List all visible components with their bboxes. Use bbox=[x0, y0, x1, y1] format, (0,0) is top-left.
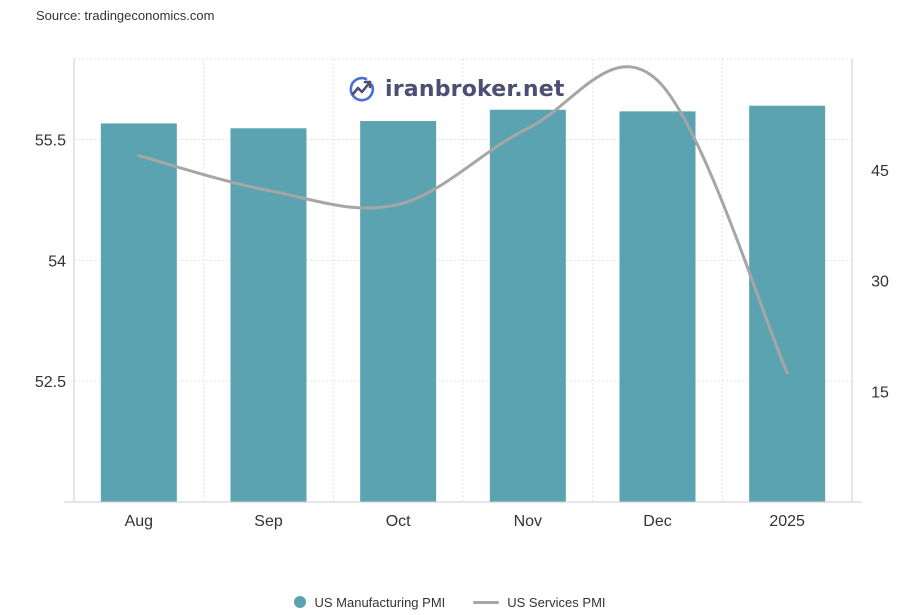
grid-lines bbox=[73, 58, 853, 502]
left-tick-label: 54 bbox=[48, 253, 66, 270]
chart-source: Source: tradingeconomics.com bbox=[36, 8, 215, 23]
right-tick-label: 15 bbox=[871, 384, 889, 401]
axes: 52.5 54 55.5 15 30 45 Aug Sep Oct Nov Dec 2025 bbox=[35, 59, 889, 530]
watermark-logo: iranbroker.net bbox=[347, 72, 565, 106]
trend-chart-icon bbox=[349, 76, 375, 102]
bar-nov bbox=[489, 109, 566, 502]
legend-item-manufacturing[interactable]: US Manufacturing PMI bbox=[294, 595, 445, 610]
x-tick-label: Dec bbox=[643, 513, 671, 530]
x-tick-label: 2025 bbox=[769, 513, 805, 530]
legend-label-services: US Services PMI bbox=[507, 594, 606, 610]
x-tick-label: Oct bbox=[386, 513, 411, 530]
left-tick-label: 52.5 bbox=[35, 374, 66, 391]
watermark-text: iranbroker.net bbox=[385, 76, 565, 102]
legend-line-icon bbox=[473, 600, 500, 604]
bar-oct bbox=[360, 121, 437, 503]
legend-item-services[interactable]: US Services PMI bbox=[473, 594, 606, 610]
bar-series bbox=[100, 105, 826, 503]
services-pmi-line bbox=[137, 65, 789, 375]
legend-label-manufacturing: US Manufacturing PMI bbox=[314, 594, 446, 610]
right-tick-label: 45 bbox=[871, 163, 889, 180]
left-tick-label: 55.5 bbox=[35, 133, 66, 150]
line-series bbox=[137, 65, 789, 375]
x-tick-label: Nov bbox=[514, 513, 542, 530]
legend: US Manufacturing PMI US Services PMI bbox=[0, 592, 900, 612]
legend-dot-icon bbox=[294, 596, 307, 608]
x-tick-label: Aug bbox=[125, 513, 153, 530]
chart-area: 52.5 54 55.5 15 30 45 Aug Sep Oct Nov Dec 2025 bbox=[35, 58, 889, 530]
bar-dec bbox=[619, 111, 696, 502]
right-tick-label: 30 bbox=[871, 274, 889, 291]
bar-aug bbox=[100, 123, 177, 502]
x-tick-label: Sep bbox=[254, 513, 283, 530]
